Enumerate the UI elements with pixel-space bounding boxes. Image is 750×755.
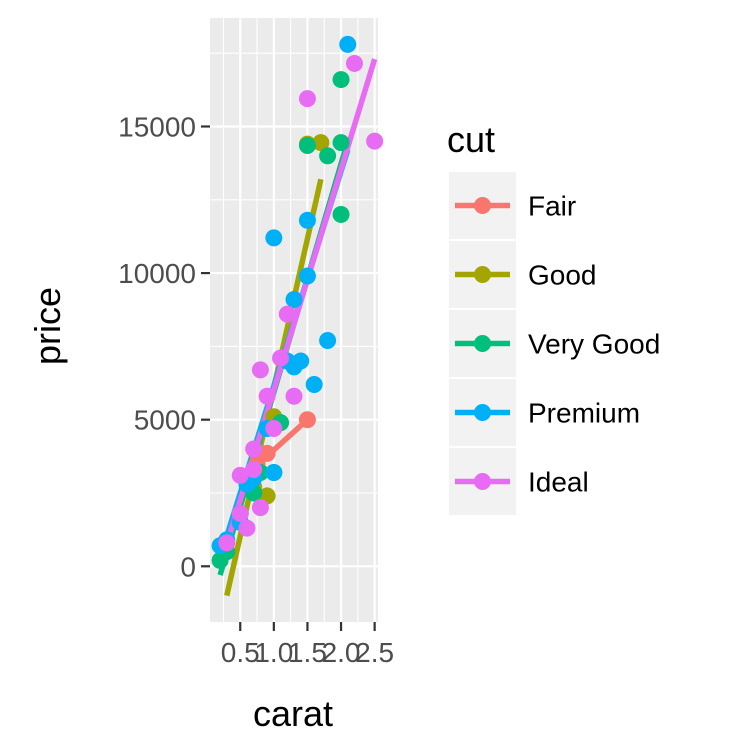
data-point-ideal: [218, 534, 236, 552]
x-tick-label: 2.0: [322, 637, 361, 668]
data-point-premium: [285, 290, 303, 308]
data-point-ideal: [258, 387, 276, 405]
data-point-ideal: [366, 132, 384, 150]
data-point-very-good: [298, 137, 316, 155]
data-point-ideal: [285, 387, 303, 405]
y-tick-label: 0: [180, 551, 196, 582]
data-point-premium: [292, 352, 310, 370]
data-points: [211, 35, 384, 569]
data-point-ideal: [251, 361, 269, 379]
legend-label-fair: Fair: [528, 191, 576, 222]
data-point-premium: [265, 463, 283, 481]
legend-label-premium: Premium: [528, 398, 640, 429]
data-point-premium: [298, 211, 316, 229]
data-point-premium: [305, 376, 323, 394]
y-tick-label: 5000: [134, 405, 196, 436]
y-tick-label: 10000: [118, 258, 196, 289]
x-axis-title: carat: [253, 693, 333, 734]
data-point-premium: [298, 267, 316, 285]
data-point-ideal: [245, 440, 263, 458]
data-point-very-good: [319, 147, 337, 165]
data-point-ideal: [345, 54, 363, 72]
data-point-ideal: [278, 305, 296, 323]
data-point-very-good: [332, 71, 350, 89]
x-tick-label: 1.0: [254, 637, 293, 668]
legend-label-very-good: Very Good: [528, 329, 660, 360]
data-point-ideal: [231, 466, 249, 484]
legend-point-good: [474, 266, 491, 283]
data-point-very-good: [332, 134, 350, 152]
data-point-ideal: [251, 499, 269, 517]
data-point-ideal: [272, 349, 290, 367]
data-point-premium: [319, 332, 337, 350]
data-point-premium: [339, 35, 357, 53]
y-axis-title: price: [27, 287, 68, 365]
data-point-premium: [265, 229, 283, 247]
grid-lines: [210, 18, 378, 622]
data-point-very-good: [332, 205, 350, 223]
data-point-fair: [298, 411, 316, 429]
legend: cut Fair Good Very Good Premium Ideal: [447, 119, 660, 515]
axes: 0 5000 10000 15000 0.51.01.52.02.5: [118, 111, 394, 668]
legend-title: cut: [447, 119, 495, 160]
y-tick-label: 15000: [118, 111, 196, 142]
data-point-ideal: [238, 519, 256, 537]
x-tick-label: 1.5: [288, 637, 327, 668]
legend-label-good: Good: [528, 260, 597, 291]
legend-point-ideal: [474, 473, 491, 490]
legend-point-premium: [474, 404, 491, 421]
legend-point-very-good: [474, 335, 491, 352]
legend-label-ideal: Ideal: [528, 467, 589, 498]
data-point-ideal: [231, 505, 249, 523]
data-point-ideal: [298, 90, 316, 108]
x-tick-label: 0.5: [221, 637, 260, 668]
data-point-fair: [258, 444, 276, 462]
x-tick-label: 2.5: [355, 637, 394, 668]
data-point-good: [312, 134, 330, 152]
data-point-ideal: [245, 461, 263, 479]
data-point-ideal: [265, 419, 283, 437]
legend-point-fair: [474, 197, 491, 214]
